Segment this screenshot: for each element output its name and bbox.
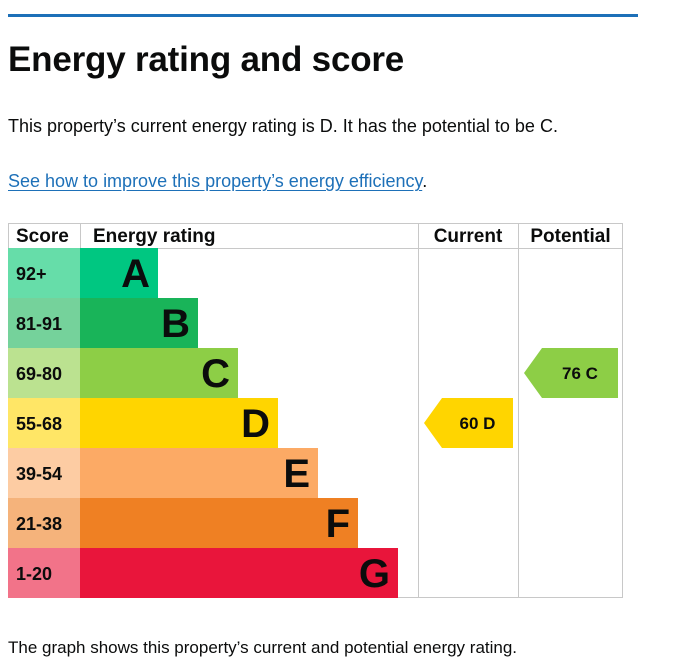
score-cell-g — [8, 548, 80, 598]
score-range-e: 39-54 — [16, 464, 62, 484]
rating-summary: This property’s current energy rating is… — [8, 116, 558, 136]
current-rating-label: 60 D — [460, 414, 496, 433]
graph-caption: The graph shows this property’s current … — [8, 638, 518, 657]
score-cell-d — [8, 398, 80, 448]
rating-bar-c — [80, 348, 238, 398]
rating-bar-d — [80, 398, 278, 448]
rating-bar-f — [80, 498, 358, 548]
column-header-potential: Potential — [530, 226, 610, 247]
score-cell-f — [8, 498, 80, 548]
column-header-current: Current — [434, 226, 503, 247]
column-header-score: Score — [16, 226, 69, 247]
rating-bar-e — [80, 448, 318, 498]
improve-efficiency-link[interactable]: See how to improve this property’s energ… — [8, 171, 423, 191]
rating-letter-e: E — [283, 452, 310, 496]
score-range-d: 55-68 — [16, 414, 62, 434]
score-cell-e — [8, 448, 80, 498]
current-rating-arrow — [424, 398, 513, 448]
score-range-g: 1-20 — [16, 564, 52, 584]
top-rule — [8, 14, 638, 17]
rating-bar-a — [80, 248, 158, 298]
rating-bar-b — [80, 298, 198, 348]
link-period: . — [422, 171, 428, 191]
score-range-c: 69-80 — [16, 364, 62, 384]
rating-letter-b: B — [161, 302, 190, 346]
score-cell-a — [8, 248, 80, 298]
page-title: Energy rating and score — [8, 40, 405, 79]
score-range-f: 21-38 — [16, 514, 62, 534]
score-range-b: 81-91 — [16, 314, 62, 334]
rating-letter-g: G — [359, 552, 390, 596]
rating-bar-g — [80, 548, 398, 598]
score-cell-b — [8, 298, 80, 348]
rating-letter-f: F — [326, 502, 350, 546]
potential-rating-arrow — [524, 348, 618, 398]
score-cell-c — [8, 348, 80, 398]
rating-letter-a: A — [121, 252, 150, 296]
score-range-a: 92+ — [16, 264, 47, 284]
energy-rating-chart: Score Energy rating Current Potential 92+ A 81… — [8, 223, 623, 598]
improve-link-line: See how to improve this property’s energ… — [8, 171, 427, 192]
column-header-energy-rating: Energy rating — [93, 226, 215, 247]
potential-rating-label: 76 C — [562, 364, 598, 383]
rating-letter-d: D — [241, 402, 270, 446]
rating-letter-c: C — [201, 352, 230, 396]
